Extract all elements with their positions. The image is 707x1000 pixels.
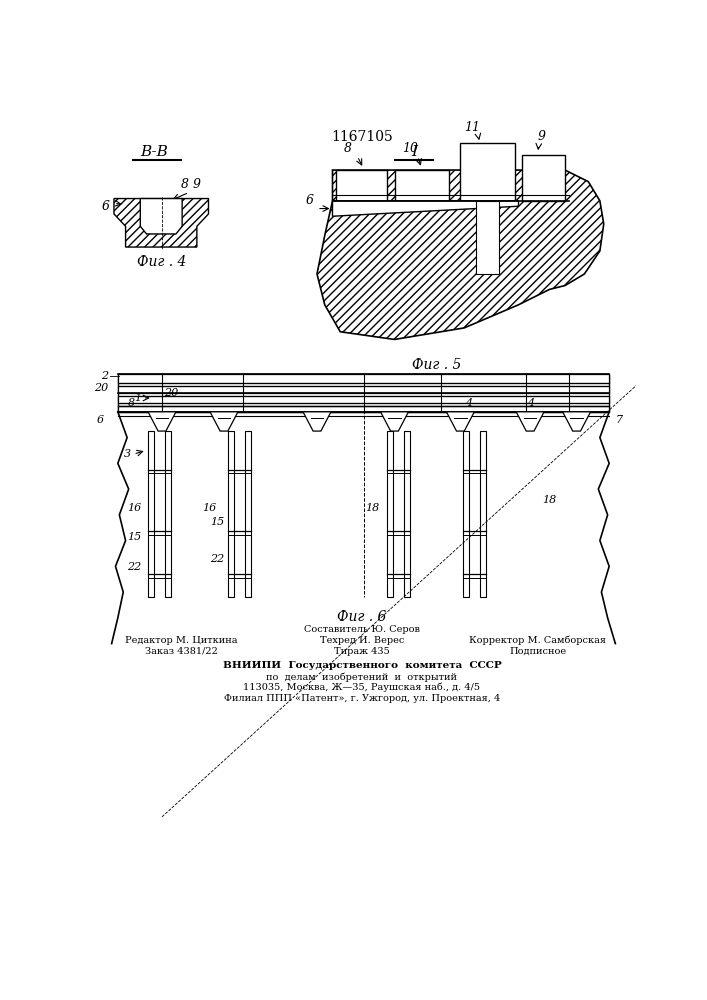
Polygon shape bbox=[380, 412, 409, 431]
Text: I: I bbox=[411, 145, 417, 159]
Polygon shape bbox=[516, 412, 544, 431]
Text: 8: 8 bbox=[127, 398, 134, 408]
Polygon shape bbox=[303, 412, 331, 431]
Text: 22: 22 bbox=[127, 562, 141, 572]
Text: Подписное: Подписное bbox=[509, 647, 566, 656]
Polygon shape bbox=[118, 374, 609, 383]
Text: 2: 2 bbox=[101, 371, 109, 381]
Text: ВНИИПИ  Государственного  комитета  СССР: ВНИИПИ Государственного комитета СССР bbox=[223, 661, 501, 670]
Polygon shape bbox=[210, 412, 238, 431]
Text: 8: 8 bbox=[181, 178, 189, 191]
Polygon shape bbox=[462, 431, 469, 597]
Polygon shape bbox=[460, 143, 515, 201]
Polygon shape bbox=[480, 431, 486, 597]
Polygon shape bbox=[118, 374, 609, 412]
Polygon shape bbox=[476, 201, 499, 274]
Text: 3: 3 bbox=[124, 449, 131, 459]
Text: Фиг . 6: Фиг . 6 bbox=[337, 610, 387, 624]
Text: Составитель Ю. Серов: Составитель Ю. Серов bbox=[304, 625, 420, 634]
Text: 6: 6 bbox=[101, 200, 110, 213]
Text: 6: 6 bbox=[305, 194, 313, 207]
Polygon shape bbox=[563, 412, 590, 431]
Text: 6: 6 bbox=[97, 415, 104, 425]
Polygon shape bbox=[228, 431, 234, 597]
Text: 10: 10 bbox=[402, 142, 418, 155]
Polygon shape bbox=[522, 155, 565, 201]
Text: Редактор М. Циткина: Редактор М. Циткина bbox=[125, 636, 238, 645]
Polygon shape bbox=[387, 431, 393, 597]
Text: 20: 20 bbox=[94, 383, 109, 393]
Polygon shape bbox=[245, 431, 251, 597]
Text: 1: 1 bbox=[134, 393, 141, 403]
Polygon shape bbox=[404, 431, 410, 597]
Text: 18: 18 bbox=[542, 495, 556, 505]
Text: по  делам  изобретений  и  открытий: по делам изобретений и открытий bbox=[267, 672, 457, 682]
Text: 20: 20 bbox=[164, 388, 179, 398]
Text: Техред И. Верес: Техред И. Верес bbox=[320, 636, 404, 645]
Text: Тираж 435: Тираж 435 bbox=[334, 647, 390, 656]
Text: 4: 4 bbox=[464, 398, 472, 408]
Text: 16: 16 bbox=[202, 503, 216, 513]
Text: 15: 15 bbox=[127, 532, 141, 542]
Text: 11: 11 bbox=[464, 121, 480, 134]
Text: 9: 9 bbox=[538, 130, 546, 143]
Polygon shape bbox=[118, 396, 609, 403]
Text: 4: 4 bbox=[527, 398, 534, 408]
Text: Фиг . 5: Фиг . 5 bbox=[412, 358, 462, 372]
Polygon shape bbox=[317, 170, 604, 339]
Text: 113035, Москва, Ж—35, Раушская наб., д. 4/5: 113035, Москва, Ж—35, Раушская наб., д. … bbox=[243, 683, 481, 692]
Text: Корректор М. Самборская: Корректор М. Самборская bbox=[469, 636, 607, 645]
Polygon shape bbox=[118, 386, 609, 393]
Text: 15: 15 bbox=[210, 517, 224, 527]
Text: 22: 22 bbox=[210, 554, 224, 564]
Polygon shape bbox=[165, 431, 171, 597]
Polygon shape bbox=[114, 199, 209, 247]
Text: B-B: B-B bbox=[140, 145, 168, 159]
Polygon shape bbox=[148, 412, 176, 431]
Polygon shape bbox=[148, 431, 154, 597]
Text: 8: 8 bbox=[344, 142, 352, 155]
Polygon shape bbox=[337, 170, 387, 201]
Text: 1167105: 1167105 bbox=[331, 130, 393, 144]
Text: Заказ 4381/22: Заказ 4381/22 bbox=[145, 647, 218, 656]
Polygon shape bbox=[332, 201, 518, 216]
Polygon shape bbox=[118, 406, 609, 412]
Text: 9: 9 bbox=[192, 178, 200, 191]
Polygon shape bbox=[446, 412, 474, 431]
Polygon shape bbox=[140, 199, 182, 234]
Text: 7: 7 bbox=[615, 415, 622, 425]
Text: Филиал ППП «Патент», г. Ужгород, ул. Проектная, 4: Филиал ППП «Патент», г. Ужгород, ул. Про… bbox=[224, 694, 500, 703]
Polygon shape bbox=[395, 170, 449, 201]
Text: 16: 16 bbox=[127, 503, 141, 513]
Text: 18: 18 bbox=[365, 503, 379, 513]
Text: Фиг . 4: Фиг . 4 bbox=[137, 255, 187, 269]
